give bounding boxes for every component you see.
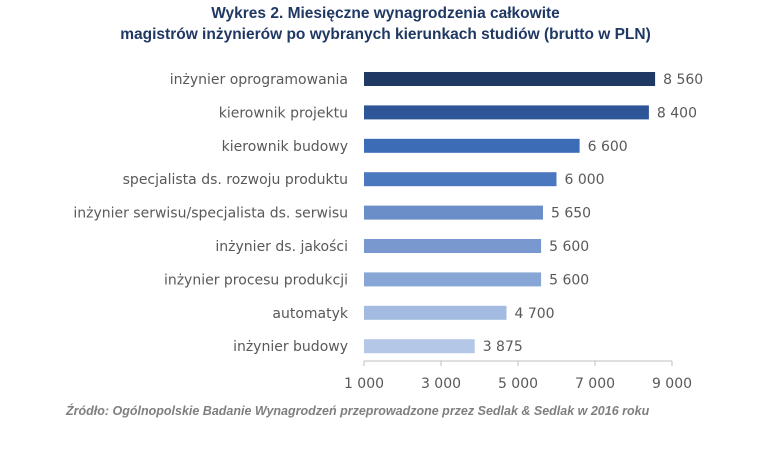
value-label-9: 3 875	[483, 339, 523, 355]
x-tick-label-1: 1 000	[344, 376, 384, 392]
x-tick-label-4: 7 000	[575, 376, 615, 392]
bar-2	[364, 105, 649, 120]
value-label-8: 4 700	[515, 306, 555, 322]
category-label-5: inżynier serwisu/specjalista ds. serwisu	[73, 206, 348, 222]
category-label-7: inżynier procesu produkcji	[164, 272, 348, 288]
value-label-5: 5 650	[551, 206, 591, 222]
chart-source-note: Źródło: Ogólnopolskie Badanie Wynagrodze…	[66, 404, 650, 418]
category-label-9: inżynier budowy	[233, 339, 348, 355]
bar-5	[364, 205, 543, 220]
bar-7	[364, 272, 542, 287]
category-label-6: inżynier ds. jakości	[215, 239, 348, 255]
bar-6	[364, 239, 542, 253]
chart-title-line-1: Wykres 2. Miesięczne wynagrodzenia całko…	[211, 5, 560, 22]
category-label-4: specjalista ds. rozwoju produktu	[123, 172, 348, 188]
value-label-2: 8 400	[657, 105, 697, 121]
category-label-8: automatyk	[272, 306, 348, 322]
category-label-2: kierownik projektu	[219, 105, 348, 121]
value-label-4: 6 000	[565, 172, 605, 188]
category-label-1: inżynier oprogramowania	[170, 72, 348, 88]
category-label-3: kierownik budowy	[222, 139, 348, 155]
x-tick-label-3: 5 000	[498, 376, 538, 392]
x-tick-label-2: 3 000	[421, 376, 461, 392]
value-label-7: 5 600	[549, 272, 589, 288]
value-label-1: 8 560	[663, 72, 703, 88]
bar-1	[364, 72, 656, 86]
x-tick-label-5: 9 000	[652, 376, 692, 392]
bar-9	[364, 339, 475, 354]
bar-8	[364, 305, 507, 320]
value-label-3: 6 600	[588, 139, 628, 155]
chart-title-line-2: magistrów inżynierów po wybranych kierun…	[120, 26, 651, 43]
value-label-6: 5 600	[549, 239, 589, 255]
bar-4	[364, 172, 557, 187]
bar-3	[364, 138, 580, 153]
